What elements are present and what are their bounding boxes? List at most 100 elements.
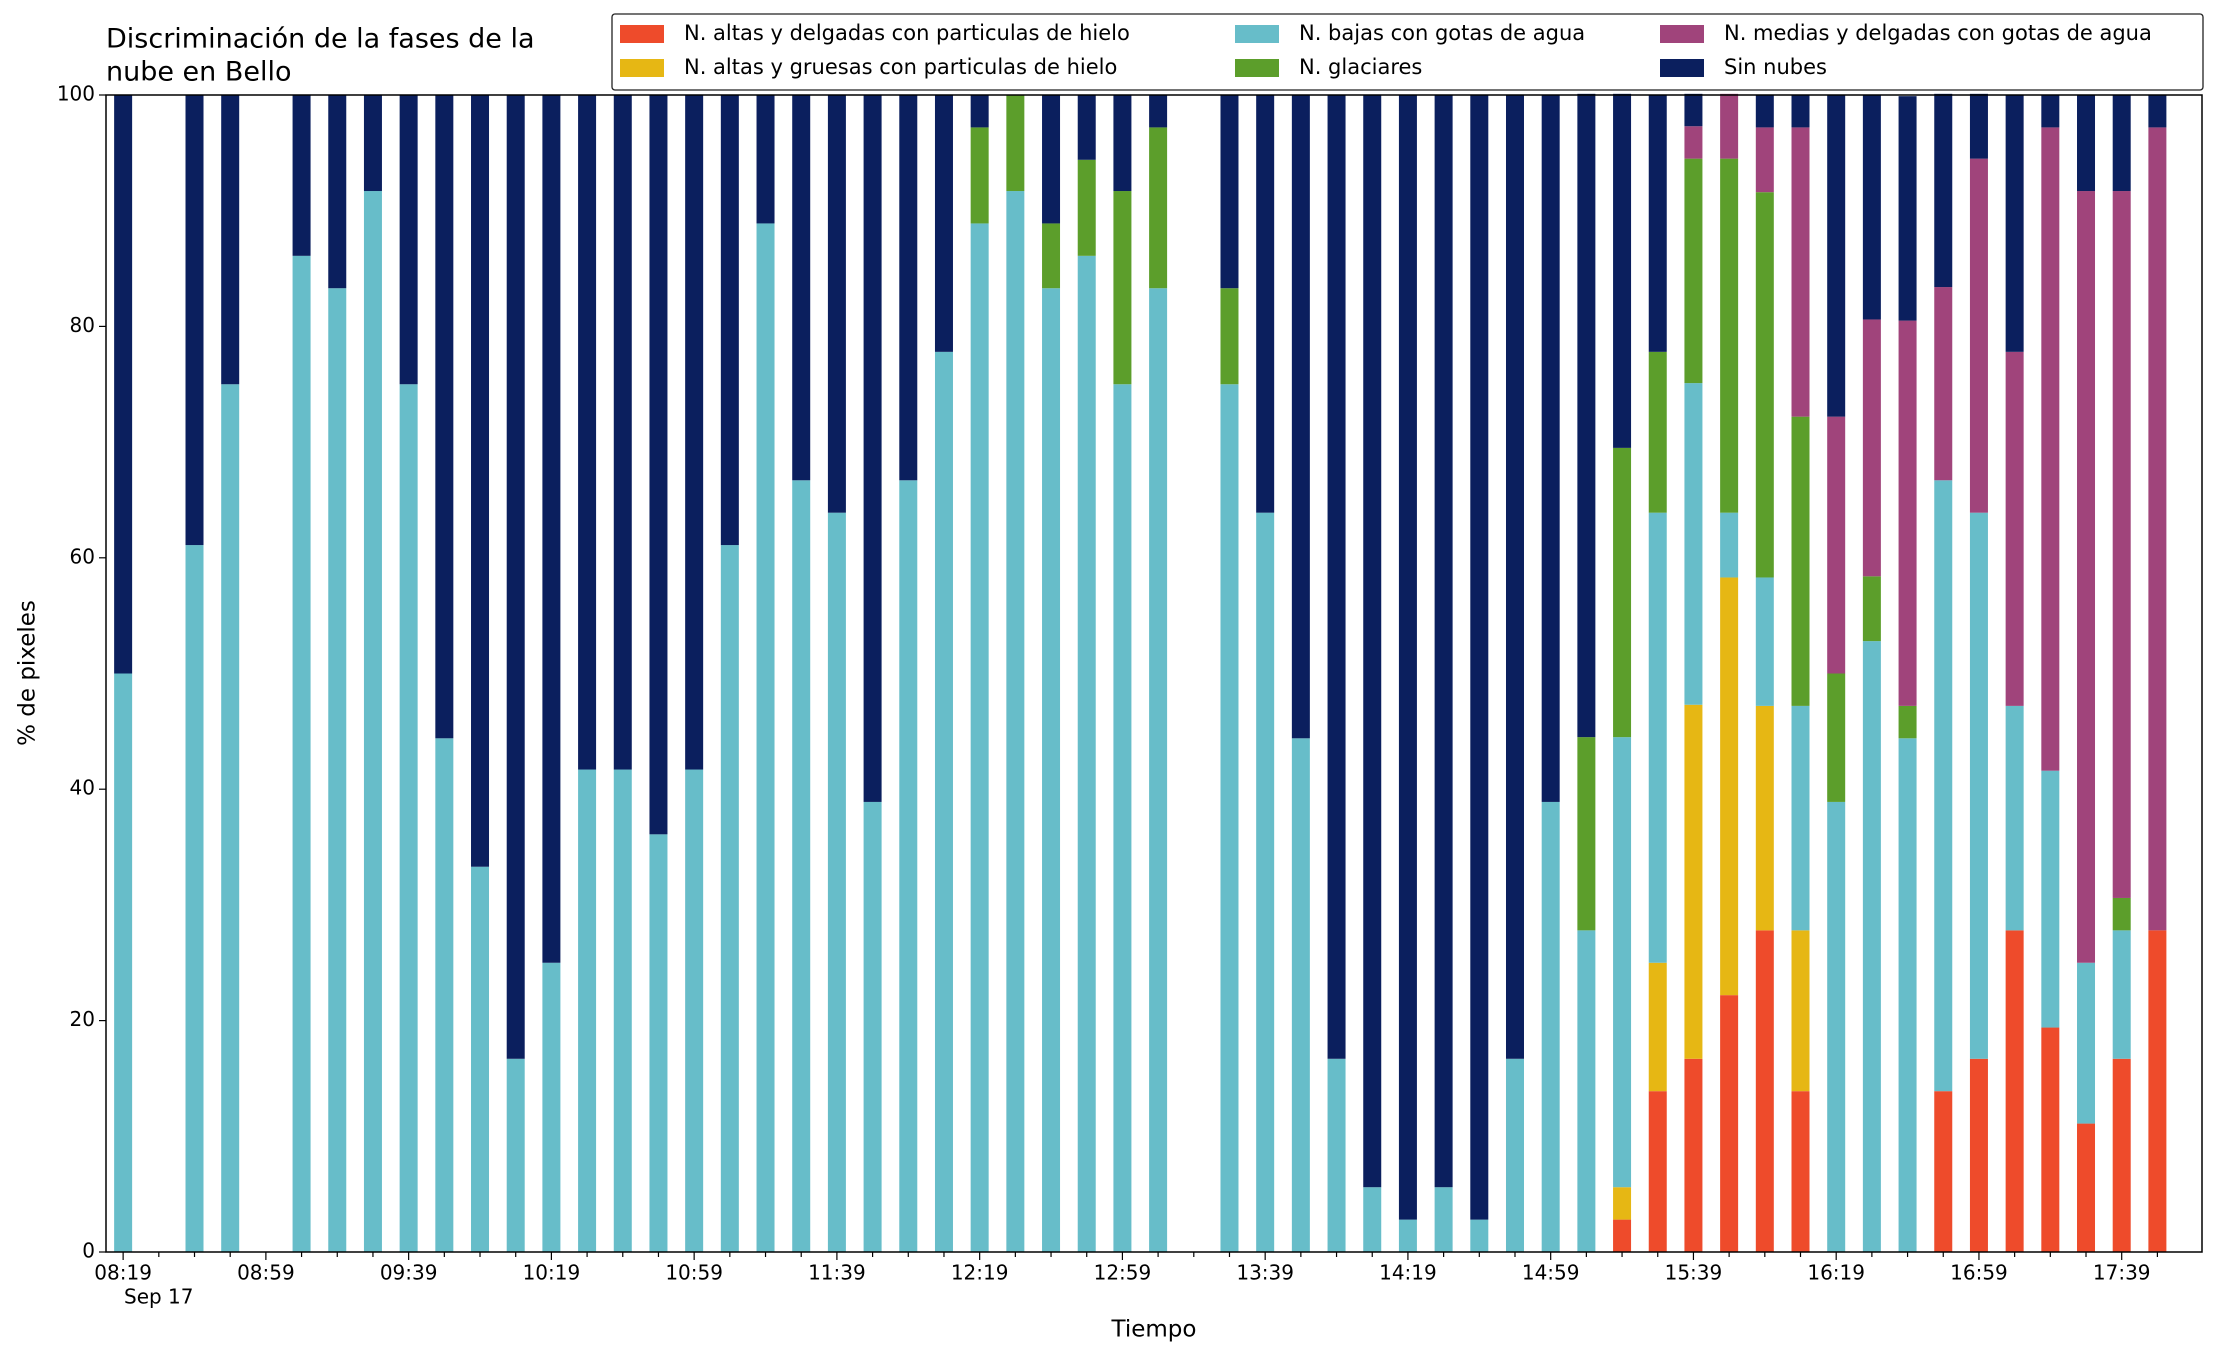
bar-segment <box>363 191 382 1252</box>
bar-segment <box>685 95 704 770</box>
bar-segment <box>435 738 454 1252</box>
bar-segment <box>1006 95 1025 192</box>
bar-segment <box>1862 95 1881 320</box>
bar-segment <box>1149 95 1168 128</box>
bar-segment <box>1042 288 1061 1252</box>
bar-segment <box>1648 512 1667 963</box>
bar-segment <box>2077 191 2096 963</box>
y-tick-label: 80 <box>70 313 95 337</box>
bar-segment <box>578 769 597 1252</box>
x-tick-label: 14:19 <box>1379 1261 1437 1285</box>
bar-segment <box>1613 1187 1632 1220</box>
bar-segment <box>1398 1219 1417 1252</box>
bar-segment <box>1684 126 1703 159</box>
bar-segment <box>185 545 204 1252</box>
bar-segment <box>970 127 989 224</box>
bar-segment <box>1720 512 1739 578</box>
bar-segment <box>1755 705 1774 931</box>
y-tick-label: 60 <box>70 544 95 568</box>
bar-segment <box>1791 127 1810 417</box>
bar-segment <box>1470 1219 1489 1252</box>
bar-segment <box>399 384 418 1252</box>
x-date-label: Sep 17 <box>124 1285 194 1309</box>
bar-segment <box>863 95 882 802</box>
bar-segment <box>827 95 846 513</box>
bar-segment <box>1648 1091 1667 1252</box>
bar-segment <box>1470 95 1489 1220</box>
bar-segment <box>1220 384 1239 1252</box>
bar-segment <box>1613 447 1632 738</box>
bar-segment <box>1684 1058 1703 1252</box>
bar-segment <box>1720 995 1739 1252</box>
bar-segment <box>2077 1123 2096 1252</box>
bar-segment <box>2112 1058 2131 1252</box>
bar-segment <box>1827 95 1846 417</box>
bar-segment <box>1934 93 1953 288</box>
bar-segment <box>899 480 918 1252</box>
x-tick-label: 15:39 <box>1665 1261 1723 1285</box>
bar-segment <box>1755 577 1774 706</box>
bar-segment <box>649 95 668 835</box>
bar-segment <box>1149 288 1168 1252</box>
bar-segment <box>1220 288 1239 385</box>
bar-segment <box>2041 95 2060 128</box>
bar-segment <box>1363 95 1382 1188</box>
bar-segment <box>2077 962 2096 1124</box>
bar-segment <box>221 384 240 1252</box>
bar-segment <box>1898 738 1917 1252</box>
bar-segment <box>1398 95 1417 1220</box>
bar-segment <box>792 95 811 481</box>
bar-segment <box>1505 1058 1524 1252</box>
y-axis-label: % de pixeles <box>15 600 41 746</box>
bar-segment <box>1720 577 1739 996</box>
bar-segment <box>2148 127 2167 931</box>
bar-segment <box>1577 737 1596 931</box>
bar-segment <box>1256 95 1275 513</box>
bar-segment <box>1613 737 1632 1188</box>
x-tick-label: 12:59 <box>1094 1261 1152 1285</box>
bar-segment <box>2041 127 2060 771</box>
bar-segment <box>1684 704 1703 1059</box>
bar-segment <box>613 95 632 770</box>
bar-segment <box>1042 95 1061 224</box>
bar-segment <box>1934 480 1953 1092</box>
bar-segment <box>1077 95 1096 160</box>
x-axis-label: Tiempo <box>1111 1317 1197 1343</box>
x-tick-label: 08:19 <box>94 1261 152 1285</box>
bar-segment <box>1077 255 1096 1252</box>
bar-segment <box>1505 95 1524 1059</box>
bar-segment <box>1149 127 1168 289</box>
bar-segment <box>1541 801 1560 1252</box>
bar-segment <box>1434 1187 1453 1252</box>
x-tick-label: 10:19 <box>523 1261 581 1285</box>
x-tick-label: 13:39 <box>1236 1261 1294 1285</box>
bar-segment <box>792 480 811 1252</box>
bar-segment <box>292 255 311 1252</box>
legend-swatch <box>1235 25 1279 43</box>
x-tick-label: 14:59 <box>1522 1261 1580 1285</box>
bar-segment <box>863 801 882 1252</box>
bar-segment <box>1684 383 1703 705</box>
y-tick-label: 40 <box>70 776 95 800</box>
bar-segment <box>1862 641 1881 1252</box>
bar-segment <box>1434 95 1453 1188</box>
bar-segment <box>2112 930 2131 1059</box>
x-tick-label: 08:59 <box>237 1261 295 1285</box>
legend-label: N. bajas con gotas de agua <box>1299 21 1585 45</box>
bar-segment <box>292 95 311 256</box>
bar-segment <box>471 95 490 867</box>
bar-segment <box>1755 192 1774 578</box>
bar-segment <box>1327 1058 1346 1252</box>
bar-segment <box>1898 705 1917 739</box>
bar-segment <box>1006 191 1025 1252</box>
bar-segment <box>1042 223 1061 289</box>
bar-segment <box>1755 930 1774 1252</box>
bar-segment <box>720 95 739 546</box>
bar-segment <box>2148 95 2167 128</box>
y-tick-label: 0 <box>82 1239 95 1263</box>
bar-segment <box>1755 95 1774 128</box>
bar-segment <box>934 95 953 352</box>
bar-segment <box>1791 930 1810 1092</box>
bar-segment <box>471 866 490 1252</box>
